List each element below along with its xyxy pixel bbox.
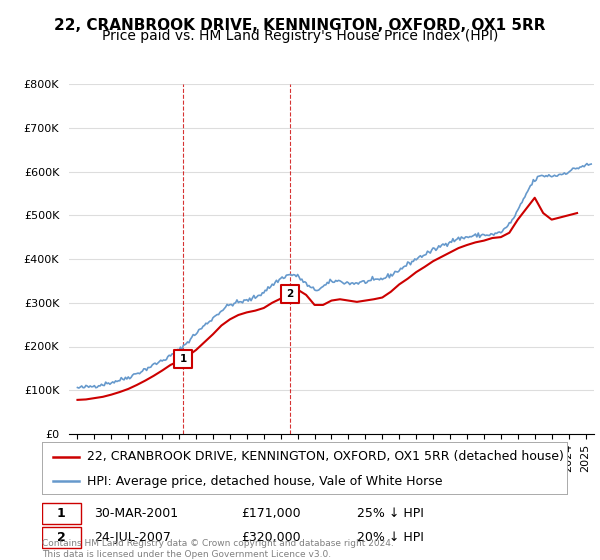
- Text: £320,000: £320,000: [241, 531, 301, 544]
- Text: 1: 1: [57, 507, 66, 520]
- Text: 1: 1: [179, 354, 187, 364]
- Text: 2: 2: [57, 531, 66, 544]
- Point: [179, 354, 188, 363]
- Text: 22, CRANBROOK DRIVE, KENNINGTON, OXFORD, OX1 5RR (detached house): 22, CRANBROOK DRIVE, KENNINGTON, OXFORD,…: [86, 450, 563, 463]
- FancyBboxPatch shape: [42, 528, 82, 548]
- Text: £171,000: £171,000: [241, 507, 301, 520]
- Text: 30-MAR-2001: 30-MAR-2001: [95, 507, 179, 520]
- Point: [286, 290, 295, 298]
- Text: HPI: Average price, detached house, Vale of White Horse: HPI: Average price, detached house, Vale…: [86, 474, 442, 488]
- Text: 20% ↓ HPI: 20% ↓ HPI: [357, 531, 424, 544]
- Text: Price paid vs. HM Land Registry's House Price Index (HPI): Price paid vs. HM Land Registry's House …: [102, 29, 498, 43]
- Text: 22, CRANBROOK DRIVE, KENNINGTON, OXFORD, OX1 5RR: 22, CRANBROOK DRIVE, KENNINGTON, OXFORD,…: [54, 18, 546, 33]
- Text: 2: 2: [287, 289, 294, 299]
- FancyBboxPatch shape: [42, 503, 82, 524]
- Text: 24-JUL-2007: 24-JUL-2007: [95, 531, 172, 544]
- Text: 25% ↓ HPI: 25% ↓ HPI: [357, 507, 424, 520]
- Text: Contains HM Land Registry data © Crown copyright and database right 2024.
This d: Contains HM Land Registry data © Crown c…: [42, 539, 394, 559]
